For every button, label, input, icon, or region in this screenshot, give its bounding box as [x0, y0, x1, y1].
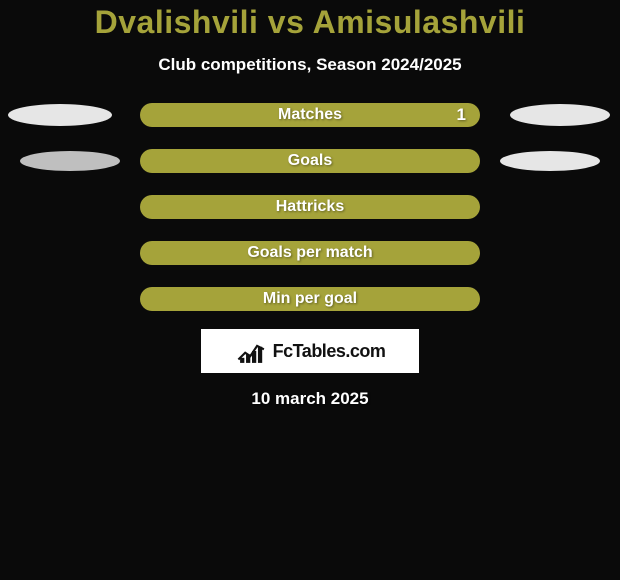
- stat-bar: Matches 1: [140, 103, 480, 127]
- logo-text: FcTables.com: [273, 341, 386, 362]
- stat-label: Matches: [278, 106, 342, 124]
- left-ellipse: [8, 104, 112, 126]
- stat-row: Matches 1: [0, 103, 620, 127]
- stat-bar: Goals: [140, 149, 480, 173]
- stat-row: Goals: [0, 149, 620, 173]
- stat-label: Hattricks: [276, 198, 344, 216]
- comparison-card: Dvalishvili vs Amisulashvili Club compet…: [0, 0, 620, 409]
- left-ellipse: [20, 151, 120, 171]
- stat-label: Min per goal: [263, 290, 357, 308]
- stat-bar: Goals per match: [140, 241, 480, 265]
- date-label: 10 march 2025: [251, 389, 368, 409]
- stat-row: Min per goal: [0, 287, 620, 311]
- stat-label: Goals per match: [247, 244, 372, 262]
- stat-row: Goals per match: [0, 241, 620, 265]
- right-ellipse: [500, 151, 600, 171]
- stat-bar: Hattricks: [140, 195, 480, 219]
- stat-row: Hattricks: [0, 195, 620, 219]
- season-subtitle: Club competitions, Season 2024/2025: [158, 55, 461, 75]
- logo-box[interactable]: FcTables.com: [201, 329, 419, 373]
- right-ellipse: [510, 104, 610, 126]
- fctables-icon: [235, 337, 269, 365]
- stat-label: Goals: [288, 152, 332, 170]
- stat-rows: Matches 1 Goals Hattricks Goals per match Min…: [0, 103, 620, 311]
- stat-value-right: 1: [457, 105, 466, 125]
- page-title: Dvalishvili vs Amisulashvili: [95, 4, 526, 41]
- stat-bar: Min per goal: [140, 287, 480, 311]
